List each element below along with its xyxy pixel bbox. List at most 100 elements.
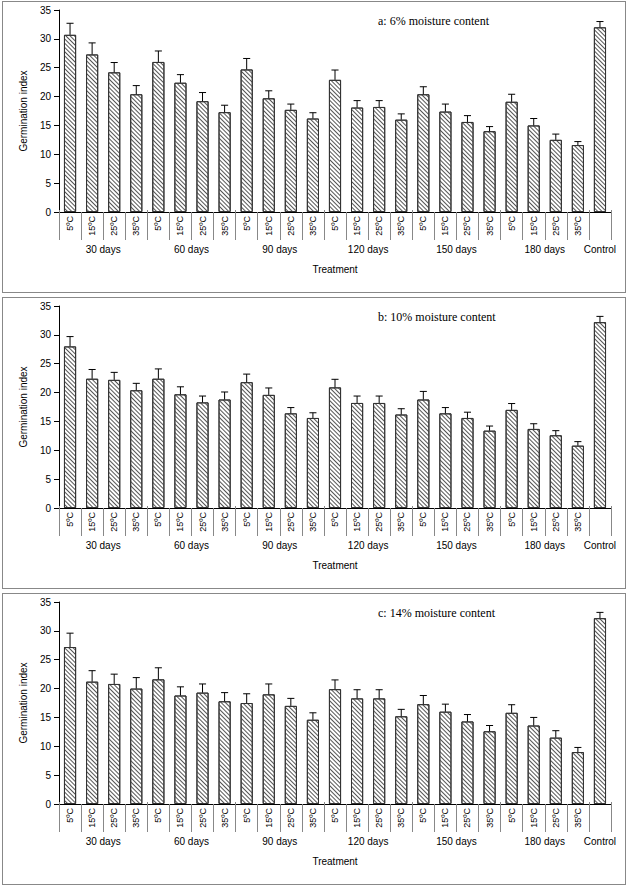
svg-text:15ºC: 15ºC xyxy=(440,512,450,532)
svg-text:5ºC: 5ºC xyxy=(418,808,428,823)
svg-text:25ºC: 25ºC xyxy=(286,216,296,236)
svg-text:25ºC: 25ºC xyxy=(374,512,384,532)
svg-text:90 days: 90 days xyxy=(262,244,297,255)
svg-text:35ºC: 35ºC xyxy=(396,216,406,236)
svg-text:5ºC: 5ºC xyxy=(153,216,163,231)
svg-text:15: 15 xyxy=(40,712,52,723)
svg-text:5ºC: 5ºC xyxy=(242,808,252,823)
svg-text:15ºC: 15ºC xyxy=(352,512,362,532)
svg-text:Control: Control xyxy=(584,540,616,551)
svg-text:10: 10 xyxy=(40,149,52,160)
svg-text:180 days: 180 days xyxy=(524,244,565,255)
svg-text:Treatment: Treatment xyxy=(312,856,357,867)
svg-text:90 days: 90 days xyxy=(262,836,297,847)
svg-text:15ºC: 15ºC xyxy=(87,512,97,532)
svg-text:15: 15 xyxy=(40,416,52,427)
svg-text:35ºC: 35ºC xyxy=(220,216,230,236)
svg-text:15ºC: 15ºC xyxy=(175,512,185,532)
svg-text:0: 0 xyxy=(45,207,51,218)
svg-text:35ºC: 35ºC xyxy=(573,512,583,532)
svg-text:25ºC: 25ºC xyxy=(462,808,472,828)
svg-text:30 days: 30 days xyxy=(86,836,121,847)
svg-text:5ºC: 5ºC xyxy=(507,512,517,527)
svg-text:15ºC: 15ºC xyxy=(175,216,185,236)
svg-text:30: 30 xyxy=(40,329,52,340)
svg-text:25: 25 xyxy=(40,358,52,369)
svg-text:35ºC: 35ºC xyxy=(308,808,318,828)
svg-text:5ºC: 5ºC xyxy=(330,512,340,527)
svg-text:35ºC: 35ºC xyxy=(131,808,141,828)
svg-text:35: 35 xyxy=(40,5,52,16)
svg-text:a: 6% moisture content: a: 6% moisture content xyxy=(378,14,490,28)
svg-text:150 days: 150 days xyxy=(436,244,477,255)
svg-text:15ºC: 15ºC xyxy=(352,808,362,828)
svg-text:0: 0 xyxy=(45,503,51,514)
svg-text:Treatment: Treatment xyxy=(312,560,357,571)
svg-text:25ºC: 25ºC xyxy=(462,216,472,236)
svg-text:5: 5 xyxy=(45,178,51,189)
svg-text:35ºC: 35ºC xyxy=(220,512,230,532)
svg-text:5: 5 xyxy=(45,474,51,485)
svg-text:35ºC: 35ºC xyxy=(573,808,583,828)
svg-text:25ºC: 25ºC xyxy=(109,216,119,236)
svg-text:180 days: 180 days xyxy=(524,540,565,551)
svg-text:5ºC: 5ºC xyxy=(330,808,340,823)
svg-text:Germination index: Germination index xyxy=(18,70,29,151)
svg-text:5ºC: 5ºC xyxy=(507,216,517,231)
svg-text:25ºC: 25ºC xyxy=(198,512,208,532)
svg-text:25ºC: 25ºC xyxy=(286,512,296,532)
svg-text:5ºC: 5ºC xyxy=(65,808,75,823)
svg-text:35ºC: 35ºC xyxy=(485,512,495,532)
svg-text:25: 25 xyxy=(40,62,52,73)
svg-text:5ºC: 5ºC xyxy=(65,216,75,231)
svg-text:15ºC: 15ºC xyxy=(87,216,97,236)
svg-text:Germination index: Germination index xyxy=(18,366,29,447)
svg-text:15ºC: 15ºC xyxy=(352,216,362,236)
svg-text:25ºC: 25ºC xyxy=(198,216,208,236)
svg-text:Control: Control xyxy=(584,244,616,255)
svg-text:15ºC: 15ºC xyxy=(440,808,450,828)
svg-text:35: 35 xyxy=(40,301,52,312)
svg-text:b: 10% moisture content: b: 10% moisture content xyxy=(378,310,496,324)
svg-text:Germination index: Germination index xyxy=(18,662,29,743)
svg-text:5ºC: 5ºC xyxy=(330,216,340,231)
svg-text:15ºC: 15ºC xyxy=(175,808,185,828)
svg-text:30 days: 30 days xyxy=(86,540,121,551)
svg-text:60 days: 60 days xyxy=(174,244,209,255)
svg-text:Control: Control xyxy=(584,836,616,847)
svg-text:15ºC: 15ºC xyxy=(87,808,97,828)
svg-text:15ºC: 15ºC xyxy=(264,808,274,828)
svg-text:5ºC: 5ºC xyxy=(153,808,163,823)
svg-text:15ºC: 15ºC xyxy=(440,216,450,236)
svg-text:c: 14% moisture content: c: 14% moisture content xyxy=(378,606,496,620)
svg-text:35ºC: 35ºC xyxy=(573,216,583,236)
svg-text:35ºC: 35ºC xyxy=(131,216,141,236)
svg-text:25: 25 xyxy=(40,654,52,665)
svg-text:35: 35 xyxy=(40,597,52,608)
svg-text:15ºC: 15ºC xyxy=(529,216,539,236)
svg-text:90 days: 90 days xyxy=(262,540,297,551)
svg-text:20: 20 xyxy=(40,387,52,398)
svg-text:25ºC: 25ºC xyxy=(286,808,296,828)
svg-text:25ºC: 25ºC xyxy=(198,808,208,828)
svg-text:60 days: 60 days xyxy=(174,836,209,847)
svg-text:35ºC: 35ºC xyxy=(131,512,141,532)
svg-text:35ºC: 35ºC xyxy=(485,216,495,236)
svg-text:35ºC: 35ºC xyxy=(308,512,318,532)
svg-text:5ºC: 5ºC xyxy=(242,216,252,231)
svg-text:35ºC: 35ºC xyxy=(396,808,406,828)
svg-text:30: 30 xyxy=(40,33,52,44)
svg-text:0: 0 xyxy=(45,799,51,810)
svg-text:20: 20 xyxy=(40,683,52,694)
svg-text:30 days: 30 days xyxy=(86,244,121,255)
svg-text:150 days: 150 days xyxy=(436,540,477,551)
svg-text:5ºC: 5ºC xyxy=(418,512,428,527)
svg-text:120 days: 120 days xyxy=(348,540,389,551)
svg-text:15: 15 xyxy=(40,120,52,131)
svg-text:25ºC: 25ºC xyxy=(551,512,561,532)
svg-text:25ºC: 25ºC xyxy=(374,216,384,236)
svg-text:35ºC: 35ºC xyxy=(396,512,406,532)
svg-text:Treatment: Treatment xyxy=(312,264,357,275)
svg-text:25ºC: 25ºC xyxy=(374,808,384,828)
svg-text:25ºC: 25ºC xyxy=(462,512,472,532)
